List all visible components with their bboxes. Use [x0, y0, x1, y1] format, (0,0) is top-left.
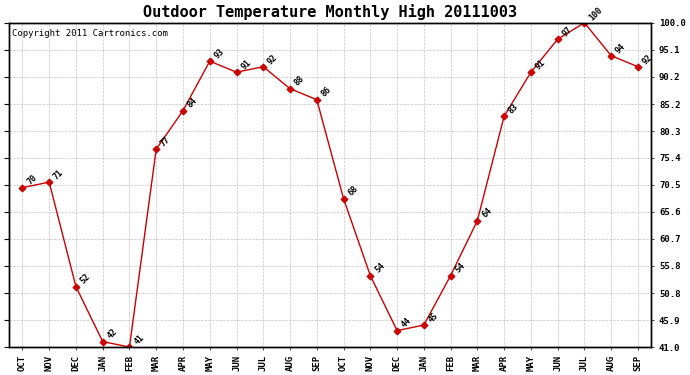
- Text: 54: 54: [373, 261, 386, 275]
- Text: 42: 42: [106, 327, 119, 341]
- Text: 71: 71: [52, 168, 66, 182]
- Title: Outdoor Temperature Monthly High 20111003: Outdoor Temperature Monthly High 2011100…: [143, 4, 518, 20]
- Text: 93: 93: [213, 47, 226, 60]
- Text: 91: 91: [239, 58, 253, 71]
- Text: Copyright 2011 Cartronics.com: Copyright 2011 Cartronics.com: [12, 29, 168, 38]
- Text: 86: 86: [319, 86, 333, 99]
- Text: 92: 92: [641, 53, 654, 66]
- Text: 84: 84: [186, 96, 199, 110]
- Text: 77: 77: [159, 135, 172, 148]
- Text: 52: 52: [79, 272, 92, 286]
- Text: 70: 70: [26, 173, 39, 187]
- Text: 88: 88: [293, 75, 306, 88]
- Text: 41: 41: [132, 333, 146, 346]
- Text: 68: 68: [346, 184, 359, 198]
- Text: 44: 44: [400, 316, 413, 330]
- Text: 83: 83: [507, 102, 520, 116]
- Text: 91: 91: [533, 58, 547, 71]
- Text: 94: 94: [614, 42, 627, 55]
- Text: 64: 64: [480, 206, 493, 220]
- Text: 54: 54: [453, 261, 467, 275]
- Text: 97: 97: [560, 25, 574, 38]
- Text: 92: 92: [266, 53, 279, 66]
- Text: 100: 100: [587, 5, 604, 22]
- Text: 45: 45: [426, 311, 440, 324]
